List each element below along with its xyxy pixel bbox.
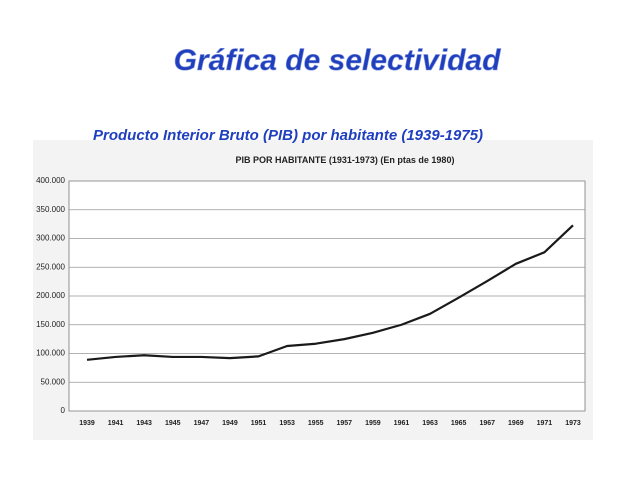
- x-tick-label: 1967: [479, 420, 495, 427]
- x-tick-label: 1951: [251, 420, 267, 427]
- x-tick-label: 1957: [337, 420, 353, 427]
- y-tick-label: 400.000: [36, 176, 65, 185]
- y-tick-label: 350.000: [36, 205, 65, 214]
- x-tick-label: 1973: [565, 420, 581, 427]
- x-tick-label: 1953: [279, 420, 295, 427]
- data-line: [86, 224, 574, 361]
- y-tick-label: 100.000: [36, 349, 65, 358]
- x-tick-label: 1965: [451, 420, 467, 427]
- y-tick-label: 50.000: [41, 377, 66, 386]
- x-tick-label: 1945: [165, 420, 181, 427]
- slide-title: Gráfica de selectividad: [174, 44, 501, 77]
- y-tick-label: 0: [61, 406, 66, 415]
- x-tick-label: 1943: [136, 420, 152, 427]
- x-tick-label: 1959: [365, 420, 381, 427]
- y-tick-label: 200.000: [36, 291, 65, 300]
- x-tick-label: 1941: [108, 420, 124, 427]
- chart-title: PIB POR HABITANTE (1931-1973) (En ptas d…: [236, 155, 455, 165]
- y-tick-label: 150.000: [36, 320, 65, 329]
- x-tick-label: 1961: [394, 420, 410, 427]
- x-tick-label: 1949: [222, 420, 238, 427]
- x-tick-label: 1963: [422, 420, 438, 427]
- x-tick-label: 1955: [308, 420, 324, 427]
- x-tick-label: 1947: [194, 420, 210, 427]
- y-tick-label: 250.000: [36, 262, 65, 271]
- y-tick-label: 300.000: [36, 234, 65, 243]
- slide-subtitle: Producto Interior Bruto (PIB) por habita…: [93, 127, 483, 144]
- x-tick-label: 1971: [537, 420, 553, 427]
- x-tick-label: 1969: [508, 420, 524, 427]
- x-tick-label: 1939: [79, 420, 95, 427]
